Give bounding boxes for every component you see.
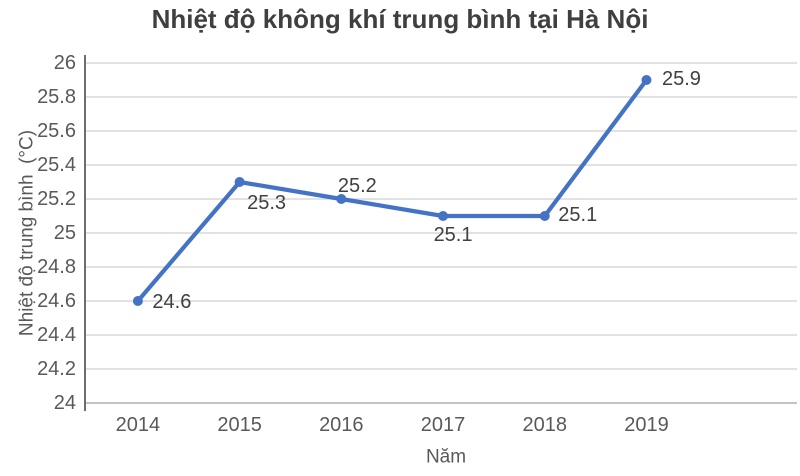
y-tick-label: 25.2 — [37, 188, 76, 210]
x-tick-label: 2015 — [217, 414, 262, 436]
data-label: 25.2 — [338, 175, 377, 197]
chart-title: Nhiệt độ không khí trung bình tại Hà Nội — [151, 4, 649, 34]
data-point-2016 — [336, 194, 347, 204]
y-tick-labels: 26 25.8 25.6 25.4 25.2 25 24.8 24.6 24.4 24.2 24 — [37, 52, 76, 414]
x-tick-labels: 2014 2015 2016 2017 2018 2019 — [116, 414, 669, 436]
data-labels: 24.6 25.3 25.2 25.1 25.1 25.9 — [152, 68, 701, 313]
data-label: 25.1 — [434, 224, 473, 246]
data-label: 25.3 — [247, 192, 286, 214]
series-line — [135, 77, 649, 304]
data-point-2018 — [539, 211, 550, 221]
axes — [84, 55, 797, 411]
y-tick-label: 24.8 — [37, 256, 76, 278]
x-tick-label: 2018 — [522, 414, 567, 436]
x-axis-title: Năm — [426, 447, 466, 468]
y-tick-label: 25.6 — [37, 120, 76, 142]
x-tick-label: 2019 — [624, 414, 669, 436]
data-label: 24.6 — [152, 291, 191, 313]
y-tick-label: 25.4 — [37, 154, 76, 176]
data-point-2014 — [132, 296, 143, 306]
y-tick-label: 24 — [54, 392, 76, 414]
y-tick-label: 24.6 — [37, 290, 76, 312]
y-tick-label: 24.4 — [37, 324, 76, 346]
y-tick-label: 25.8 — [37, 86, 76, 108]
y-tick-label: 25 — [54, 222, 76, 244]
data-point-2017 — [438, 211, 449, 221]
y-axis-title: Nhiệt độ trung bình (°C) — [17, 130, 38, 336]
y-tick-label: 24.2 — [37, 358, 76, 380]
x-tick-label: 2016 — [319, 414, 364, 436]
y-tick-label: 26 — [54, 52, 76, 74]
x-tick-label: 2014 — [116, 414, 161, 436]
data-label: 25.1 — [558, 204, 597, 226]
series-group — [132, 75, 652, 306]
data-point-2019 — [641, 75, 652, 85]
data-label: 25.9 — [662, 68, 701, 90]
data-point-2015 — [234, 177, 245, 187]
x-tick-label: 2017 — [421, 414, 466, 436]
